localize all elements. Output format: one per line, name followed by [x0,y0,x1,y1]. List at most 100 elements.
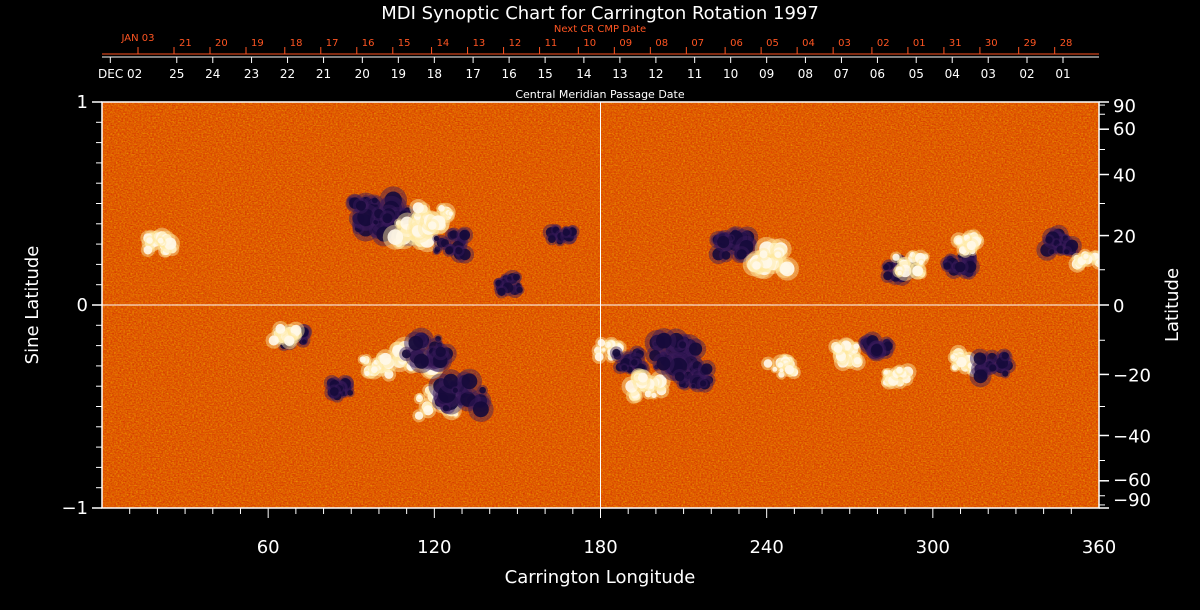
active-region-neg [858,331,896,362]
cmp-date-label: 04 [945,67,960,81]
next-cr-date-label: 01 [913,38,926,49]
y-right-tick-label: −20 [1113,365,1151,386]
y-right-tick-label: 40 [1113,166,1136,187]
next-cr-date-label: 07 [691,38,704,49]
x-axis: 60 120 180 240 300 360 [129,508,1116,558]
cmp-date-label: 25 [169,67,184,81]
cmp-date-label: 15 [537,67,552,81]
next-cr-date-label: 30 [985,38,998,49]
active-regions [140,186,1099,423]
active-region-pos [881,363,917,390]
cmp-date-label: 19 [391,67,406,81]
y-axis-left-label: Sine Latitude [22,246,43,365]
cmp-date-label: 06 [870,67,885,81]
cmp-date-label: 01 [1055,67,1070,81]
active-region-neg [969,348,1016,388]
active-region-neg [428,368,494,423]
next-cr-axis-label: Next CR CMP Date [554,24,646,35]
cmp-date-label: 14 [576,67,591,81]
next-cr-date-label: 02 [877,38,890,49]
y-left-tick-label: 1 [77,92,88,113]
active-region-pos [1068,248,1099,273]
cmp-date-label: 03 [981,67,996,81]
y-right-tick-label: 60 [1113,119,1136,140]
cmp-date-label: 22 [280,67,295,81]
active-region-pos [408,198,456,241]
y-axis-left: 1 0 −1 [61,92,102,519]
cmp-date-label: 24 [205,67,220,81]
active-region-neg [940,247,980,280]
next-cr-date-label: 10 [583,38,596,49]
cmp-axis-label: Central Meridian Passage Date [515,88,684,101]
next-cr-date-label: 05 [766,38,779,49]
active-region-neg [432,226,475,264]
active-region-pos [950,229,985,258]
x-axis-label: Carrington Longitude [505,567,696,588]
next-cr-date-label: 12 [509,38,522,49]
cmp-date-label: 17 [465,67,480,81]
next-cr-date-label: 09 [619,38,632,49]
cmp-date-label: 05 [909,67,924,81]
active-region-pos [621,368,671,404]
active-region-pos [761,353,801,380]
active-region-neg [399,327,457,374]
next-cr-date-label: 21 [179,38,192,49]
y-left-tick-label: 0 [77,295,88,316]
cmp-date-label: 18 [427,67,442,81]
cmp-date-label: 07 [834,67,849,81]
y-axis-right-label: Latitude [1162,268,1183,342]
active-region-neg [609,345,650,377]
next-cr-date-label: 08 [655,38,668,49]
y-right-tick-label: −90 [1113,490,1151,511]
active-region-pos [265,320,305,350]
x-tick-label: 240 [749,537,783,558]
next-cr-date-label: 04 [802,38,815,49]
cmp-date-label: 11 [687,67,702,81]
cmp-date-label: 13 [612,67,627,81]
next-cr-date-label: 19 [251,38,264,49]
next-cr-date-label: 14 [437,38,450,49]
next-cr-date-label: 13 [473,38,486,49]
cmp-date-label: 08 [798,67,813,81]
active-region-pos [140,227,180,258]
y-right-tick-label: −40 [1113,426,1151,447]
next-cr-date-label: 15 [398,38,411,49]
cmp-date-label: 20 [355,67,370,81]
next-cr-date-label: 16 [362,38,375,49]
cmp-date-label: 21 [316,67,331,81]
y-right-tick-label: −60 [1113,470,1151,491]
x-tick-label: 360 [1082,537,1116,558]
cmp-date-label: 09 [759,67,774,81]
active-region-neg [671,358,716,393]
active-region-pos [828,337,866,372]
cmp-date-axis: DEC 02 25 24 23 22 21 20 19 18 17 16 15 14 13 12 11 10 09… [98,56,1099,81]
y-right-tick-label: 0 [1113,296,1124,317]
y-right-tick-label: 20 [1113,227,1136,248]
next-cr-date-label: 11 [545,38,558,49]
y-right-tick-label: 90 [1113,96,1136,117]
next-cr-date-label: 06 [730,38,743,49]
y-left-tick-label: −1 [61,498,88,519]
next-cr-date-label: 31 [949,38,962,49]
next-cr-date-label: JAN 03 [121,33,155,44]
x-tick-label: 300 [916,537,950,558]
cmp-date-label: 16 [501,67,516,81]
x-tick-label: 60 [257,537,280,558]
next-cr-date-label: 28 [1060,38,1073,49]
active-region-pos [357,349,398,382]
cmp-date-label: 23 [244,67,259,81]
active-region-neg [493,269,525,299]
next-cr-date-label: 29 [1024,38,1037,49]
active-region-neg [323,374,355,403]
x-tick-label: 180 [583,537,617,558]
cmp-date-label: 12 [648,67,663,81]
chart-title: MDI Synoptic Chart for Carrington Rotati… [381,3,819,24]
active-region-pos [890,249,930,281]
next-cr-date-label: 20 [215,38,228,49]
active-region-neg [708,226,759,265]
active-region-neg [1036,224,1082,261]
next-cr-date-label: 18 [290,38,303,49]
cmp-date-label: DEC 02 [98,67,142,81]
